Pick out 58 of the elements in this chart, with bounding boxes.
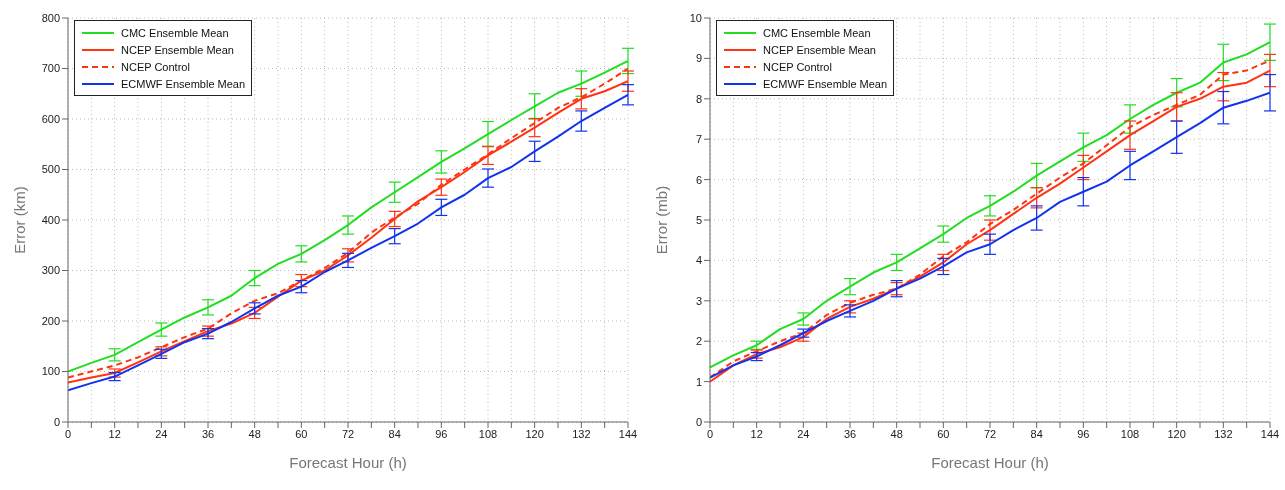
legend-label: NCEP Control (121, 60, 190, 73)
x-tick-label: 36 (843, 427, 857, 440)
x-tick-label: 48 (890, 427, 903, 440)
x-tick-label: 120 (1167, 427, 1186, 440)
y-tick-label: 800 (41, 11, 60, 24)
y-tick-label: 400 (41, 213, 60, 226)
legend-label: ECMWF Ensemble Mean (121, 77, 246, 90)
legend-label: NCEP Control (763, 60, 832, 73)
x-tick-label: 24 (797, 427, 810, 440)
x-tick-label: 12 (750, 427, 763, 440)
x-tick-label: 60 (937, 427, 950, 440)
x-tick-label: 144 (1260, 427, 1280, 440)
y-tick-label: 700 (41, 62, 60, 75)
x-tick-label: 72 (341, 427, 355, 440)
y-tick-label: 200 (41, 314, 60, 327)
x-tick-label: 84 (388, 427, 401, 440)
x-tick-label: 144 (618, 427, 638, 440)
x-tick-label: 72 (983, 427, 997, 440)
x-tick-label: 96 (435, 427, 448, 440)
y-axis-title: Error (mb) (653, 185, 671, 255)
x-tick-label: 36 (201, 427, 215, 440)
y-tick-label: 500 (41, 163, 60, 176)
legend-label: CMC Ensemble Mean (763, 26, 871, 39)
y-tick-label: 8 (695, 92, 702, 105)
x-tick-label: 132 (572, 427, 591, 440)
y-tick-label: 100 (41, 365, 60, 378)
y-tick-label: 9 (695, 52, 702, 65)
y-tick-label: 4 (695, 254, 702, 267)
x-tick-label: 24 (155, 427, 168, 440)
legend-label: ECMWF Ensemble Mean (763, 77, 888, 90)
legend-label: NCEP Ensemble Mean (763, 43, 876, 56)
legend-label: NCEP Ensemble Mean (121, 43, 234, 56)
x-axis-title: Forecast Hour (h) (931, 454, 1049, 471)
y-tick-label: 600 (41, 112, 60, 125)
x-tick-label: 96 (1077, 427, 1090, 440)
y-tick-label: 6 (695, 173, 702, 186)
x-tick-label: 132 (1214, 427, 1233, 440)
x-tick-label: 120 (525, 427, 544, 440)
y-tick-label: 10 (689, 11, 702, 24)
x-tick-label: 108 (478, 427, 498, 440)
y-tick-label: 5 (695, 213, 702, 226)
x-tick-label: 12 (108, 427, 121, 440)
legend-label: CMC Ensemble Mean (121, 26, 229, 39)
x-tick-label: 108 (1120, 427, 1140, 440)
y-tick-label: 3 (695, 294, 702, 307)
x-tick-label: 0 (64, 427, 72, 440)
y-tick-label: 0 (53, 415, 60, 428)
x-tick-label: 48 (248, 427, 261, 440)
x-tick-label: 60 (295, 427, 308, 440)
y-tick-label: 7 (695, 133, 702, 146)
y-axis-title: Error (km) (11, 186, 29, 254)
y-tick-label: 300 (41, 264, 60, 277)
y-tick-label: 0 (695, 415, 702, 428)
x-axis-title: Forecast Hour (h) (289, 454, 407, 471)
x-tick-label: 84 (1030, 427, 1043, 440)
y-tick-label: 1 (695, 375, 702, 388)
x-tick-label: 0 (706, 427, 714, 440)
y-tick-label: 2 (695, 335, 702, 348)
